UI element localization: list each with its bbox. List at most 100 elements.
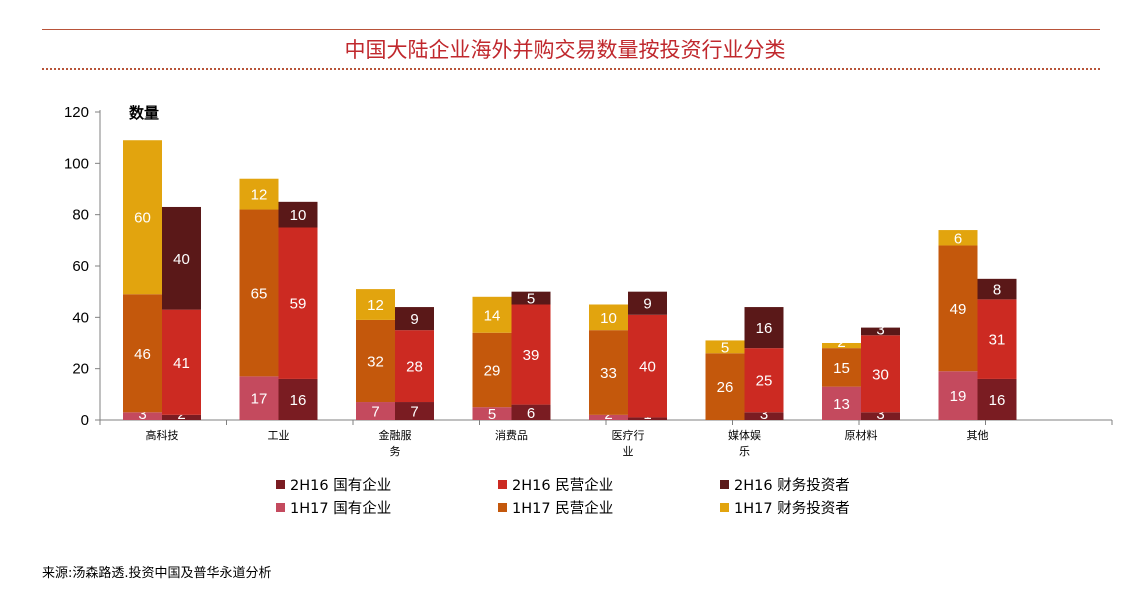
bar-segment (472, 407, 512, 420)
bar-data-label: 33 (600, 365, 617, 382)
x-category-label: 消费品 (495, 428, 528, 442)
bar-segment (628, 314, 667, 418)
bar-segment (744, 307, 784, 349)
bar-data-label: 31 (989, 332, 1006, 349)
y-tick-label: 20 (72, 361, 89, 378)
bar-data-label: 59 (290, 296, 307, 313)
x-category-label: 业 (623, 445, 634, 458)
bar-segment (977, 299, 1017, 379)
bar-data-label: 2 (837, 334, 845, 351)
bar-segment (861, 327, 900, 336)
legend-swatch (276, 503, 285, 512)
x-category-label: 其他 (967, 429, 989, 442)
y-tick-label: 60 (72, 258, 89, 275)
bar-segment (239, 209, 279, 377)
bar-segment (395, 330, 434, 403)
bar-data-label: 14 (484, 307, 501, 324)
x-category-label: 乐 (739, 445, 750, 458)
bar-segment (278, 227, 318, 379)
bar-segment (278, 378, 318, 420)
bar-data-label: 40 (173, 251, 190, 268)
bar-segment (589, 330, 628, 415)
bar-data-label: 19 (950, 388, 967, 405)
y-tick-label: 40 (72, 309, 89, 326)
bar-data-label: 25 (756, 373, 773, 390)
legend-label: 1H17 财务投资者 (734, 501, 850, 517)
bar-data-label: 17 (251, 391, 268, 408)
bar-data-label: 28 (406, 359, 423, 376)
x-category-label: 医疗行 (612, 428, 645, 442)
x-category-label: 务 (390, 445, 401, 458)
bar-segment (278, 201, 318, 228)
bar-segment (511, 304, 551, 405)
legend-label: 2H16 民营企业 (512, 478, 614, 494)
bar-segment (472, 296, 512, 333)
legend-item: 2H16 财务投资者 (720, 474, 850, 495)
chart-title: 中国大陆企业海外并购交易数量按投资行业分类 (344, 38, 786, 62)
bar-segment (356, 319, 395, 403)
legend-swatch (498, 480, 507, 489)
bar-data-label: 3 (876, 321, 884, 338)
bar-data-label: 9 (643, 296, 651, 313)
legend-item: 1H17 财务投资者 (720, 497, 850, 518)
source-note: 来源:汤森路透.投资中国及普华永道分析 (42, 566, 272, 581)
bar-segment (395, 402, 434, 420)
bar-data-label: 5 (527, 291, 535, 308)
legend-item: 1H17 国有企业 (276, 497, 391, 518)
bar-segment (589, 414, 628, 420)
bar-segment (861, 335, 900, 413)
bar-data-label: 3 (138, 406, 146, 423)
bar-data-label: 12 (251, 187, 268, 204)
bar-segment (472, 332, 512, 408)
bar-data-label: 15 (833, 360, 850, 377)
y-axis-title: 数量 (129, 104, 159, 122)
bar-segment (123, 294, 162, 413)
bar-segment (239, 376, 279, 420)
y-tick-label: 100 (64, 155, 89, 172)
bar-data-label: 32 (367, 353, 384, 370)
legend-label: 2H16 财务投资者 (734, 478, 850, 494)
legend-item: 2H16 国有企业 (276, 474, 391, 495)
bar-data-label: 30 (872, 366, 889, 383)
bar-segment (162, 414, 201, 420)
bar-data-label: 7 (410, 404, 418, 421)
bar-data-label: 40 (639, 359, 656, 376)
legend-label: 2H16 国有企业 (290, 478, 392, 494)
y-tick-label: 80 (72, 207, 89, 224)
bar-data-label: 46 (134, 346, 151, 363)
x-category-label: 媒体娱 (728, 428, 761, 442)
bar-data-label: 7 (371, 404, 379, 421)
x-category-label: 原材料 (845, 428, 878, 442)
bar-data-label: 8 (993, 282, 1001, 299)
bar-segment (123, 412, 162, 420)
bar-data-label: 41 (173, 355, 190, 372)
bar-data-label: 16 (290, 392, 307, 409)
bar-data-label: 29 (484, 362, 501, 379)
bar-data-label: 26 (717, 379, 734, 396)
bar-segment (861, 412, 900, 420)
legend-label: 1H17 国有企业 (290, 501, 392, 517)
bar-segment (356, 402, 395, 420)
bar-data-label: 10 (290, 207, 307, 224)
bar-segment (589, 304, 628, 331)
bar-segment (511, 291, 551, 305)
bar-segment (822, 386, 861, 420)
bar-segment (822, 343, 861, 349)
legend-swatch (276, 480, 285, 489)
legend-swatch (498, 503, 507, 512)
title-top-rule (42, 29, 1100, 30)
bar-data-label: 60 (134, 210, 151, 227)
bar-segment (628, 291, 667, 315)
stacked-bar-chart: 020406080100120数量3466024140高科技1765121659… (64, 104, 1113, 458)
x-category-label: 工业 (268, 429, 290, 442)
bar-data-label: 5 (488, 406, 496, 423)
bar-segment (511, 404, 551, 420)
x-category-label: 金融服 (379, 428, 412, 442)
legend-item: 2H16 民营企业 (498, 474, 613, 495)
bar-segment (938, 245, 978, 372)
bar-segment (162, 206, 201, 310)
bar-data-label: 3 (760, 406, 768, 423)
bar-data-label: 10 (600, 310, 617, 327)
bar-segment (744, 348, 784, 413)
bar-segment (822, 348, 861, 387)
